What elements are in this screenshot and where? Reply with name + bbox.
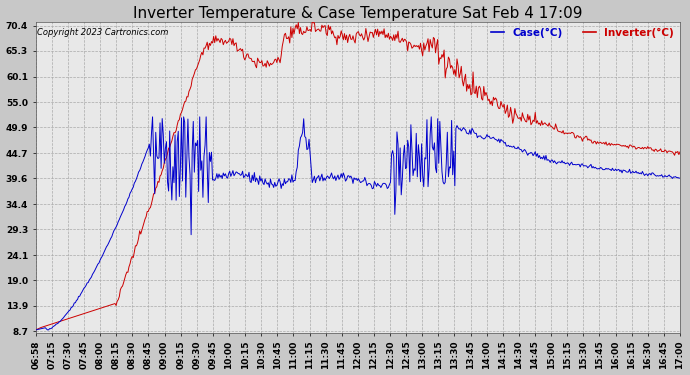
Title: Inverter Temperature & Case Temperature Sat Feb 4 17:09: Inverter Temperature & Case Temperature … <box>133 6 582 21</box>
Legend: Case(°C), Inverter(°C): Case(°C), Inverter(°C) <box>487 24 678 42</box>
Text: Copyright 2023 Cartronics.com: Copyright 2023 Cartronics.com <box>37 28 168 37</box>
